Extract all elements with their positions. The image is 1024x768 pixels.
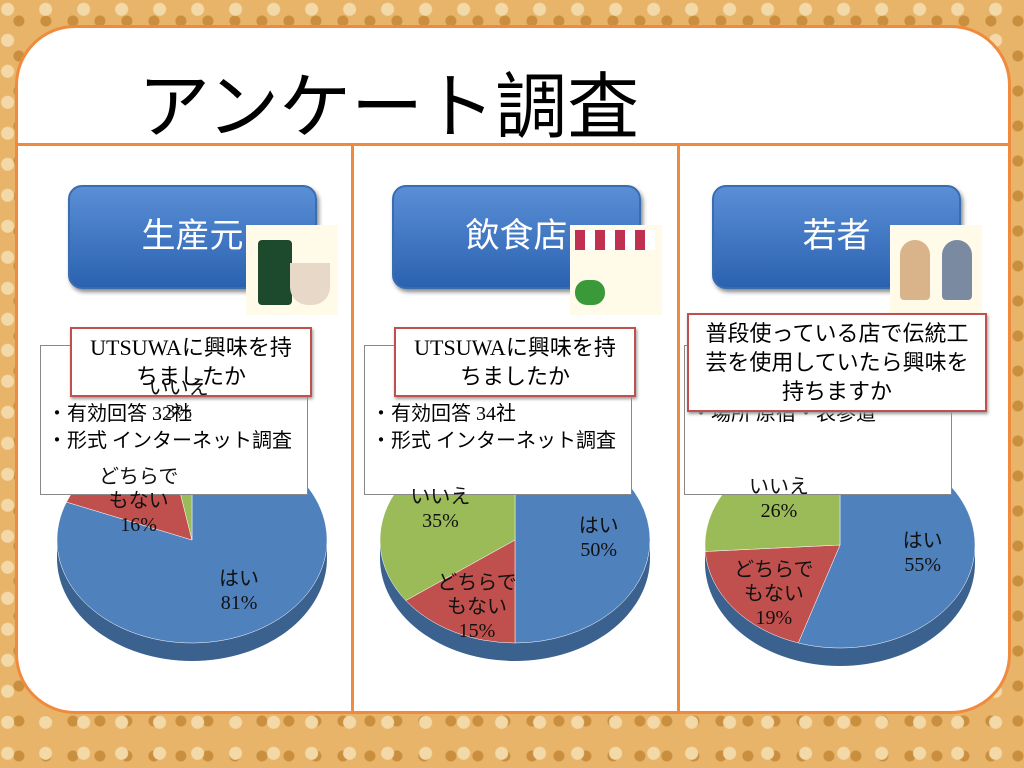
data-label-text: 19%: [755, 607, 793, 630]
data-label-text: 26%: [760, 500, 798, 523]
pie-slice: [405, 539, 516, 644]
info-line: ・有効回答 32社: [47, 403, 192, 425]
data-label: はい 50%: [553, 514, 645, 562]
divider: [677, 143, 680, 711]
data-label-text: どちらでもない: [734, 559, 814, 606]
data-label: はい 81%: [193, 567, 285, 615]
data-label-text: はい: [578, 515, 619, 537]
data-label-text: 16%: [120, 513, 157, 536]
data-label-text: 35%: [422, 510, 459, 532]
info-line: ・形式 インターネット調査: [47, 430, 292, 452]
data-label-text: 15%: [458, 619, 496, 642]
data-label: どちらでもない 15%: [431, 571, 523, 643]
data-label-text: 50%: [580, 539, 618, 561]
data-label: いいえ 35%: [394, 485, 486, 533]
slide-title: アンケート調査: [138, 68, 640, 148]
question-box: 普段使っている店で伝統工芸を使用していたら興味を持ちますか: [687, 313, 987, 412]
divider: [18, 143, 1008, 146]
picture: [570, 225, 662, 315]
data-label-text: 3%: [165, 401, 192, 424]
question-box: UTSUWAに興味を持ちましたか: [394, 327, 636, 397]
data-label: どちらでもない 16%: [93, 465, 185, 537]
data-label: いいえ 26%: [733, 475, 825, 523]
data-label-text: いいえ: [148, 377, 209, 400]
data-label: はい 55%: [877, 529, 969, 577]
data-label-text: 81%: [220, 591, 258, 614]
data-label-text: はい: [902, 529, 943, 552]
picture: [890, 225, 982, 315]
info-line: ・有効回答 34社: [371, 403, 516, 425]
info-line: ・形式 インターネット調査: [371, 430, 616, 452]
data-label: どちらでもない 19%: [728, 558, 820, 630]
divider: [351, 143, 354, 711]
data-label-text: いいえ: [410, 486, 471, 508]
data-label-text: 55%: [904, 553, 941, 576]
picture: [246, 225, 338, 315]
data-label-text: いいえ: [748, 476, 809, 499]
data-label-text: どちらでもない: [98, 465, 179, 512]
header-button: 飲食店: [392, 185, 641, 289]
data-label-text: はい: [219, 567, 260, 590]
question-box: UTSUWAに興味を持ちましたか: [70, 327, 312, 397]
data-label: いいえ 3%: [133, 376, 225, 424]
data-label-text: どちらでもない: [437, 571, 517, 618]
pie-slice: [704, 544, 841, 644]
